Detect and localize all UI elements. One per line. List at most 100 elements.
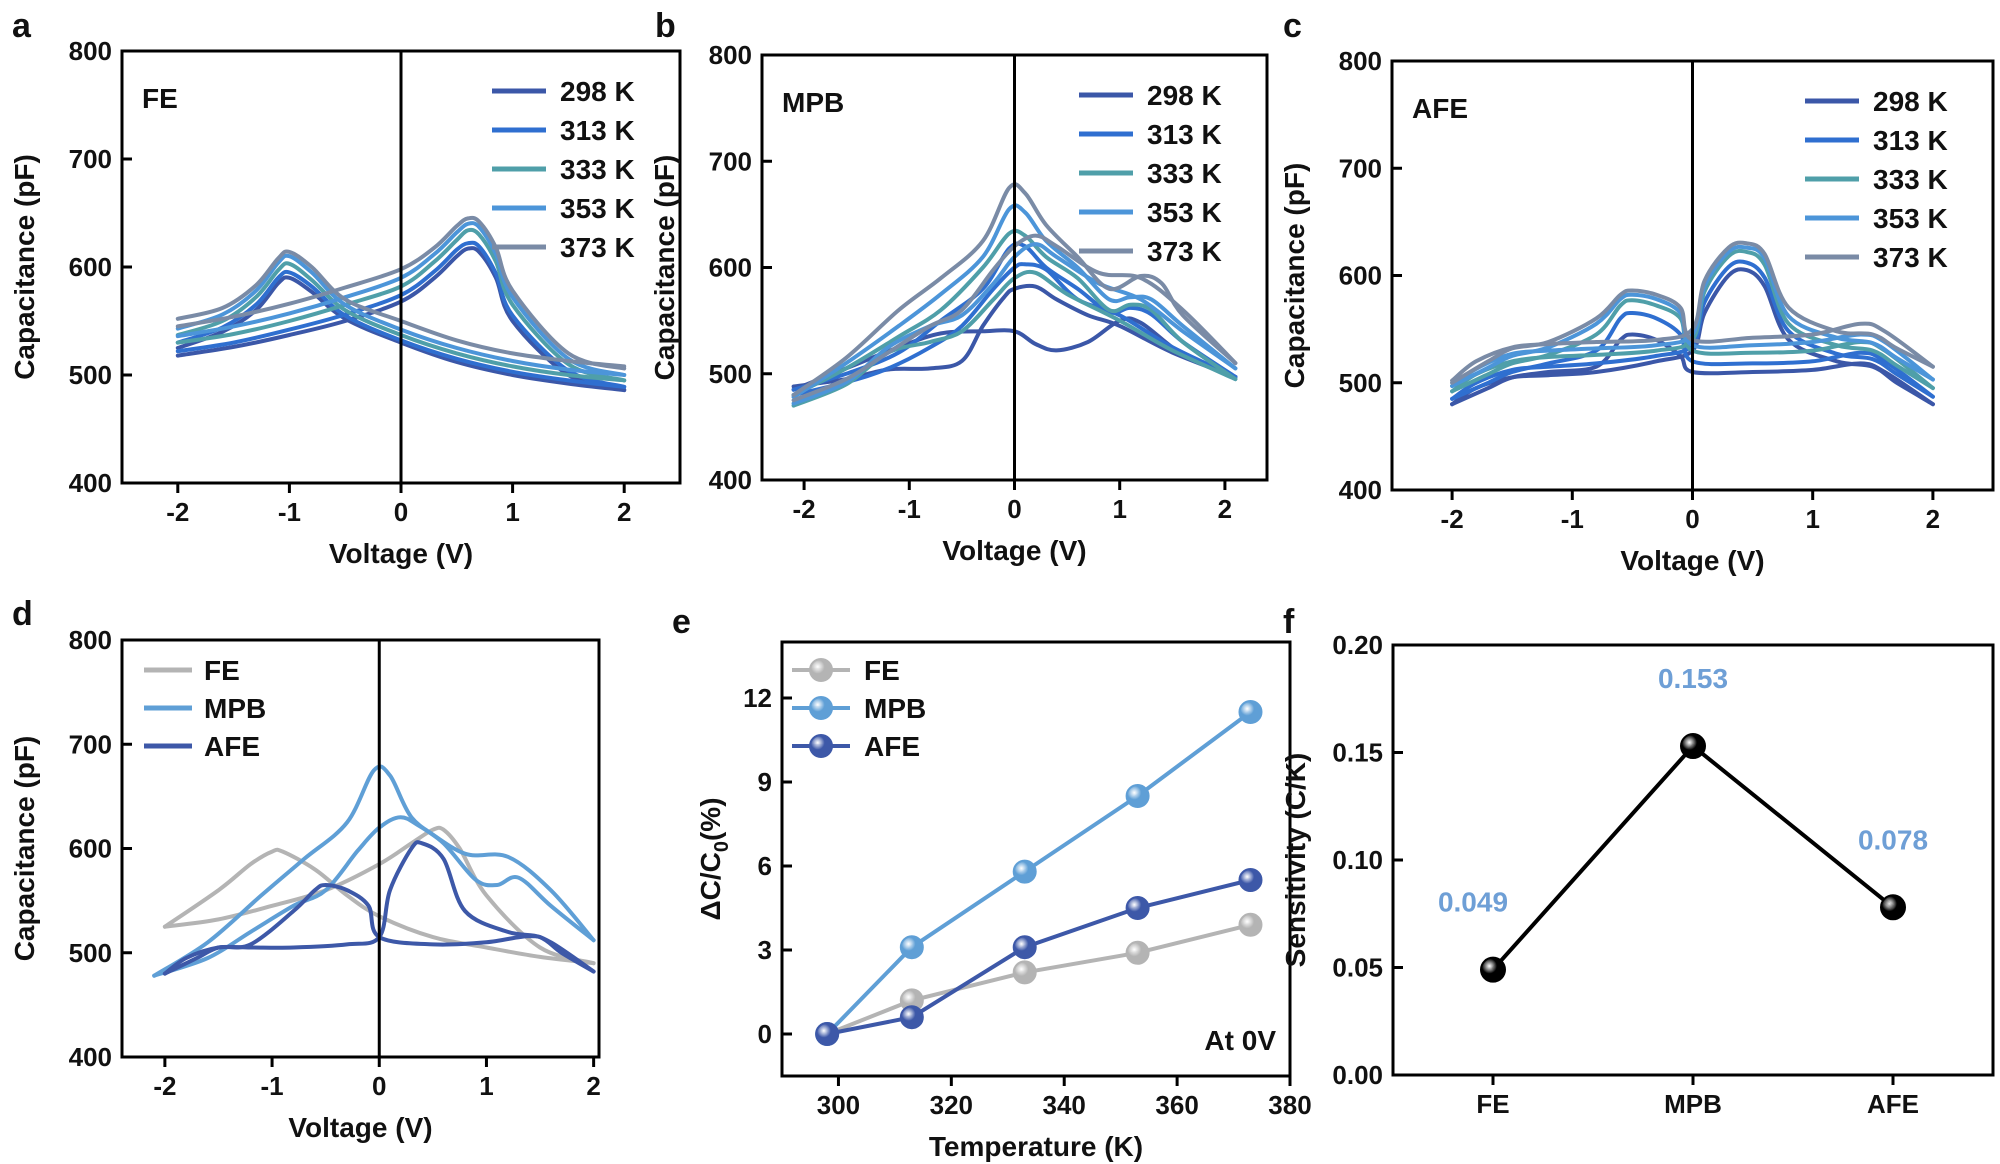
legend: 298 K 313 K 333 K 353 K 373 K — [492, 76, 635, 263]
x-tick-label: FE — [1476, 1089, 1509, 1119]
data-point-mpb — [899, 935, 924, 960]
panel-f: f 0.00 0.05 0.10 0.15 0.20 FE MPB AFE Sensitivity… — [1280, 603, 1995, 1119]
data-point-afe — [1012, 935, 1037, 960]
legend: FE MPB AFE — [144, 655, 266, 762]
legend-label: MPB — [204, 693, 266, 724]
data-point-fe — [1238, 912, 1263, 937]
data-point-afe — [815, 1022, 840, 1046]
y-tick-label: 0 — [758, 1019, 772, 1049]
x-tick-label: 2 — [1218, 494, 1232, 524]
y-tick-label: 500 — [69, 938, 112, 968]
x-tick-label: -2 — [153, 1071, 176, 1101]
x-tick-label: 2 — [617, 497, 631, 527]
y-tick-label: 400 — [709, 465, 752, 495]
series-line-fe-reverse — [162, 847, 596, 966]
panel-b: b 400 500 600 700 800 -2 -1 0 1 2 Voltage (V) Capaci… — [649, 7, 1269, 566]
panel-letter-e: e — [672, 603, 691, 641]
panel-letter-b: b — [655, 7, 676, 45]
y-axis-label: Capacitance (pF) — [9, 154, 40, 380]
x-tick-label: 0 — [372, 1071, 386, 1101]
legend-label: 373 K — [1873, 242, 1948, 273]
y-tick-label: 600 — [69, 252, 112, 282]
legend-label: 373 K — [560, 232, 635, 263]
x-tick-label: 300 — [817, 1090, 860, 1120]
y-tick-label: 400 — [69, 468, 112, 498]
y-tick-label: 700 — [1339, 153, 1382, 183]
series-line-313-k-reverse — [175, 269, 627, 389]
legend: 298 K 313 K 333 K 353 K 373 K — [1805, 86, 1948, 273]
y-tick-label: 600 — [1339, 261, 1382, 291]
legend-marker — [809, 734, 833, 758]
y-tick-label: 0.20 — [1332, 630, 1383, 660]
y-tick-label: 0.15 — [1332, 738, 1383, 768]
x-tick-label: -2 — [793, 494, 816, 524]
legend: 298 K 313 K 333 K 353 K 373 K — [1079, 80, 1222, 267]
y-tick-label: 600 — [69, 834, 112, 864]
series-line-373-k-forward — [175, 215, 627, 371]
y-axis-label: Sensitivity (C/K) — [1280, 753, 1311, 968]
data-point-fe — [1012, 960, 1037, 985]
series-line-373-k-reverse — [175, 249, 627, 369]
series-line-fe-forward — [162, 825, 596, 966]
series-line-353-k-reverse — [1450, 244, 1935, 388]
data-point-mpb — [1125, 784, 1150, 808]
y-tick-label: 700 — [69, 729, 112, 759]
y-tick-label: 0.00 — [1332, 1060, 1383, 1090]
y-tick-label: 800 — [69, 36, 112, 66]
panel-letter-a: a — [12, 7, 32, 45]
x-axis-label: Voltage (V) — [942, 535, 1086, 566]
x-axis-label: Voltage (V) — [1620, 545, 1764, 576]
x-tick-label: -1 — [898, 494, 921, 524]
y-tick-label: 800 — [709, 40, 752, 70]
series-line-353-k-reverse — [791, 203, 1238, 400]
data-point-afe — [1238, 868, 1263, 892]
x-tick-label: AFE — [1867, 1089, 1919, 1119]
x-tick-label: 2 — [1926, 504, 1940, 534]
legend-label: FE — [864, 655, 900, 686]
series-group — [815, 700, 1263, 1046]
x-tick-label: 1 — [479, 1071, 493, 1101]
series-line-353-k-reverse — [175, 253, 627, 377]
data-point-afe — [1125, 896, 1150, 920]
y-tick-label: 500 — [69, 360, 112, 390]
legend-label: 298 K — [1873, 86, 1948, 117]
legend-label: 353 K — [560, 193, 635, 224]
series-group — [791, 182, 1238, 408]
legend-label: 353 K — [1147, 197, 1222, 228]
x-tick-label: 2 — [586, 1071, 600, 1101]
data-label: 0.078 — [1858, 824, 1928, 855]
y-axis-label: ΔC/C0(%) — [695, 797, 733, 920]
legend-label: AFE — [204, 731, 260, 762]
x-tick-label: 0 — [1685, 504, 1699, 534]
series-line-373-k-reverse — [1450, 240, 1935, 383]
series-line-313-k-reverse — [791, 241, 1238, 392]
series-line-373-k-reverse — [791, 182, 1238, 397]
plot-frame — [780, 640, 1292, 1078]
legend-label: 333 K — [1873, 164, 1948, 195]
series-line-333-k-forward — [175, 227, 627, 383]
y-tick-label: 800 — [1339, 46, 1382, 76]
x-tick-label: 0 — [1007, 494, 1021, 524]
x-tick-label: -2 — [166, 497, 189, 527]
legend-label: AFE — [864, 731, 920, 762]
y-tick-label: 0.10 — [1332, 845, 1383, 875]
y-tick-label: 12 — [743, 683, 772, 713]
data-point-afe — [899, 1005, 924, 1030]
data-point-afe — [1880, 894, 1906, 921]
y-axis-label: Capacitance (pF) — [649, 155, 680, 381]
x-tick-label: -2 — [1441, 504, 1464, 534]
legend-label: 333 K — [1147, 158, 1222, 189]
data-point-mpb — [1680, 733, 1706, 760]
series-line-afe-reverse — [162, 840, 596, 976]
legend-label: FE — [204, 655, 240, 686]
data-point-mpb — [1012, 859, 1037, 884]
y-tick-label: 700 — [709, 146, 752, 176]
panel-letter-c: c — [1283, 7, 1302, 45]
x-tick-label: 380 — [1268, 1090, 1311, 1120]
legend-marker — [809, 696, 833, 720]
x-tick-label: 1 — [1805, 504, 1819, 534]
legend-label: 373 K — [1147, 236, 1222, 267]
series-group — [175, 215, 627, 393]
series-line-298-k-forward — [791, 283, 1238, 389]
